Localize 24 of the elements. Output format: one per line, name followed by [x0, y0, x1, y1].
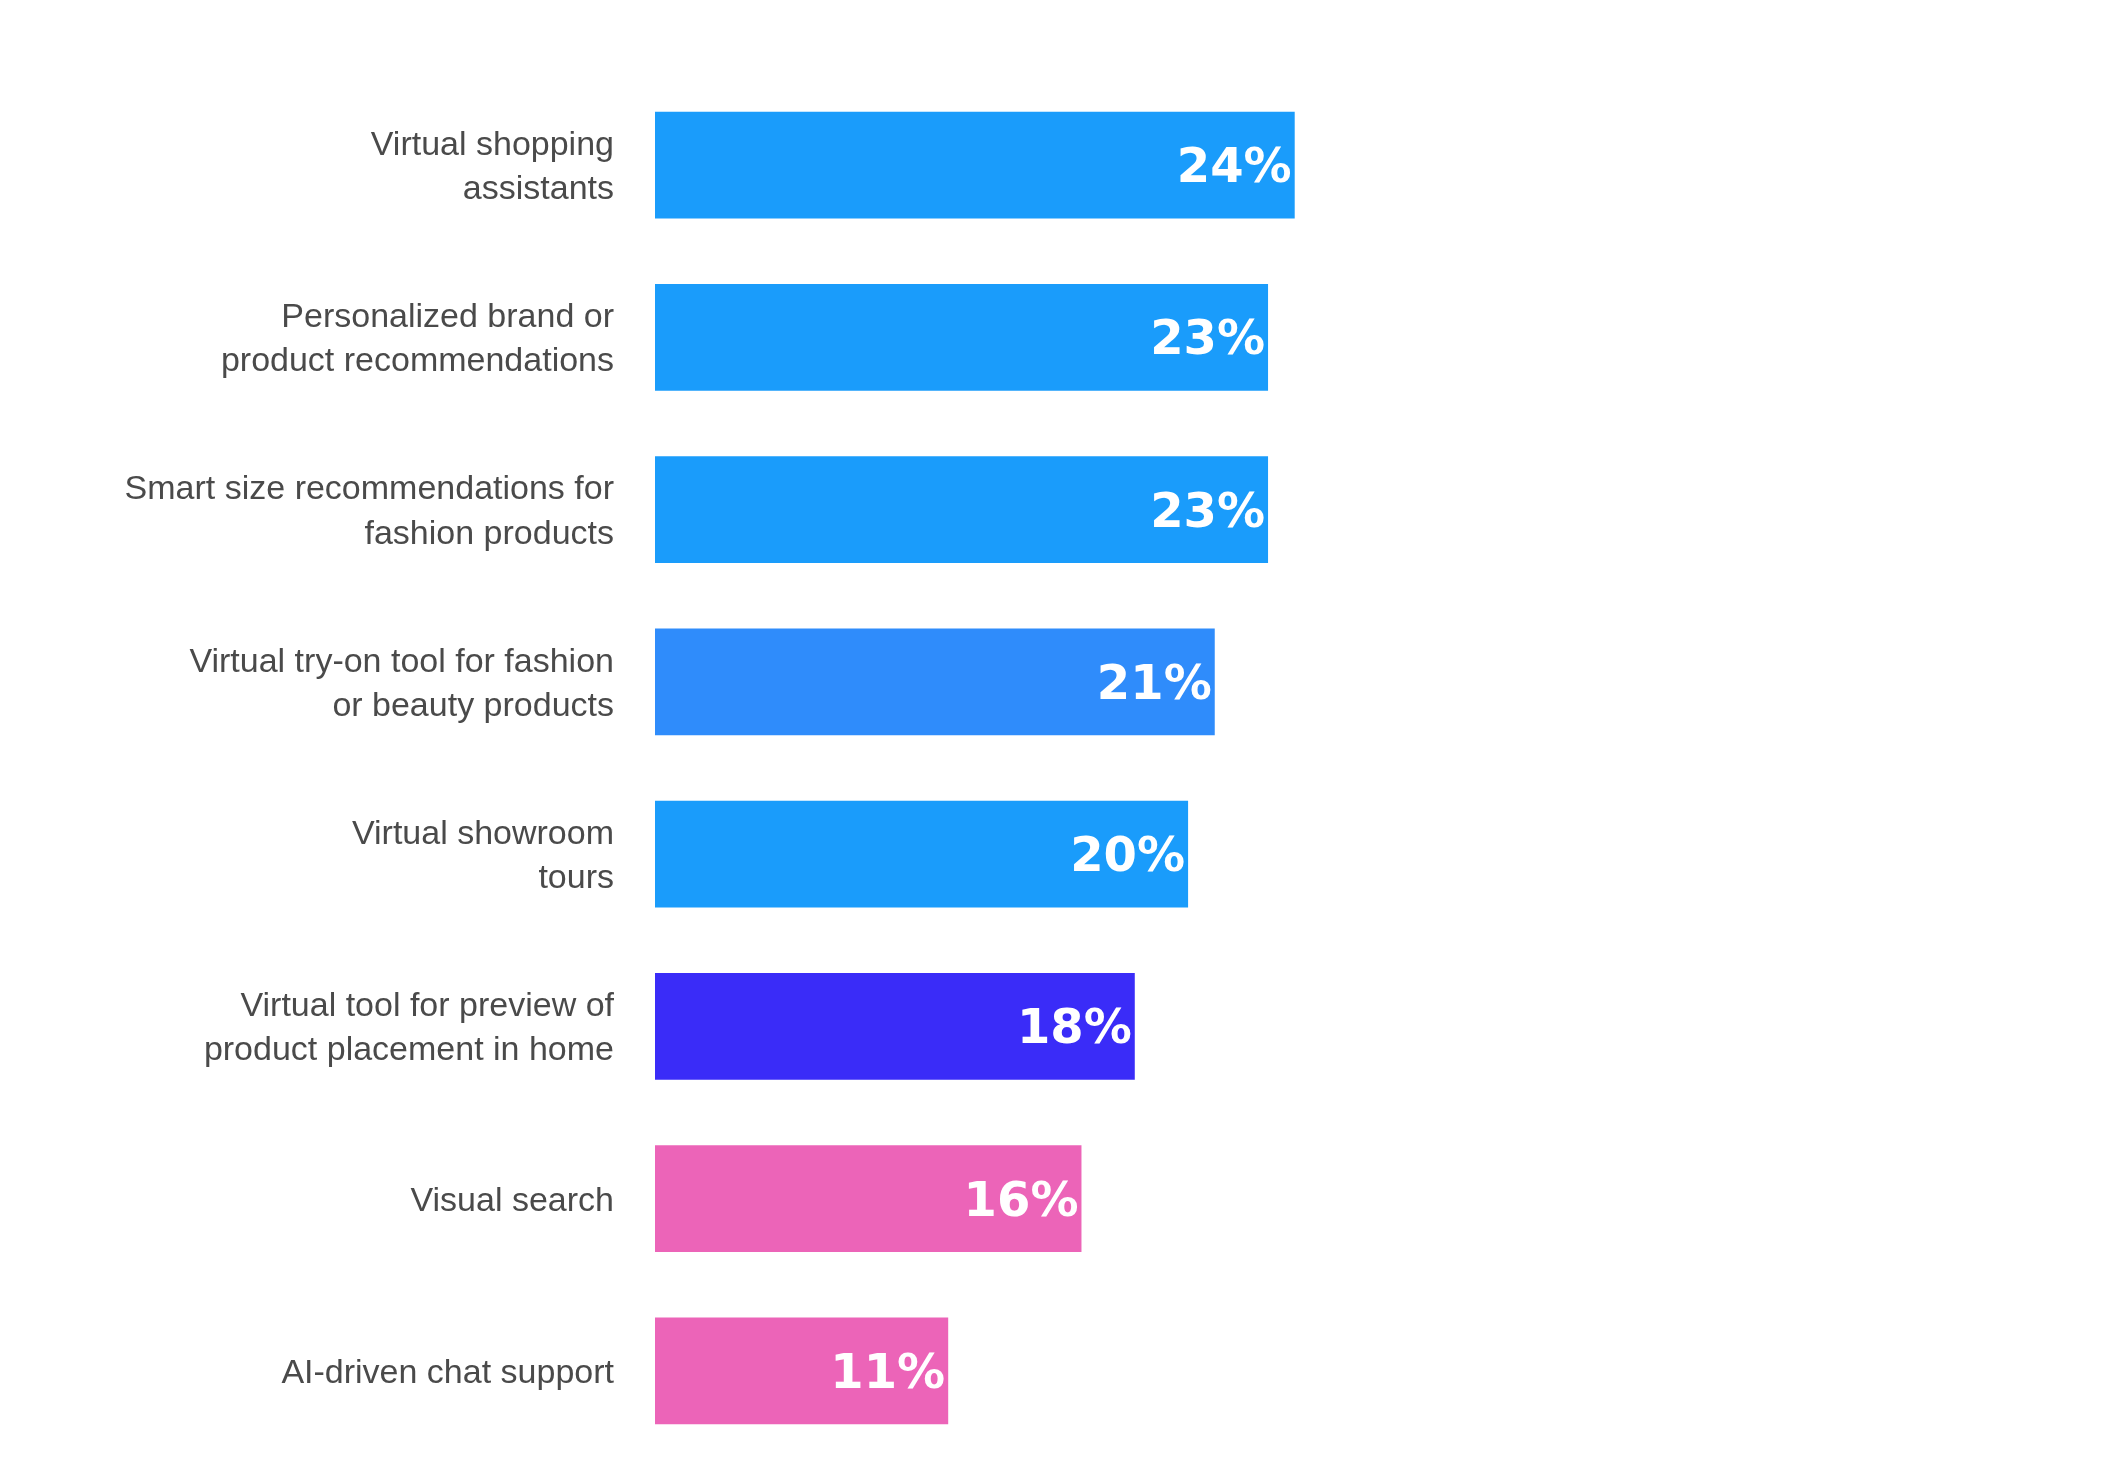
bar	[655, 456, 1269, 564]
data-label: 23%	[1150, 481, 1266, 538]
data-label: 16%	[963, 1170, 1079, 1227]
y-tick-label: Smart size recommendations for fashion products	[124, 468, 614, 551]
bar	[655, 283, 1269, 391]
bar	[655, 111, 1295, 219]
data-label: 21%	[1096, 653, 1212, 710]
bar	[655, 1145, 1082, 1253]
data-label: 18%	[1016, 998, 1132, 1055]
y-tick-label: Virtual tool for preview of product placement in home	[203, 985, 615, 1068]
bar	[655, 800, 1189, 908]
data-label: 23%	[1150, 309, 1266, 366]
bar	[655, 972, 1135, 1080]
y-tick-label: AI-driven chat support	[281, 1351, 615, 1390]
y-tick-label: Virtual try-on tool for fashion or beauty products	[189, 640, 614, 723]
bar	[655, 628, 1215, 736]
y-tick-label: Virtual showroom tours	[351, 812, 614, 896]
y-tick-label: Virtual shopping assistants	[370, 123, 614, 207]
data-label: 11%	[830, 1342, 946, 1399]
bar	[655, 1317, 949, 1425]
data-label: 24%	[1176, 137, 1292, 194]
y-tick-label: Personalized brand or product recommendations	[220, 296, 614, 379]
data-label: 20%	[1070, 826, 1186, 883]
y-tick-label: Visual search	[410, 1179, 614, 1218]
